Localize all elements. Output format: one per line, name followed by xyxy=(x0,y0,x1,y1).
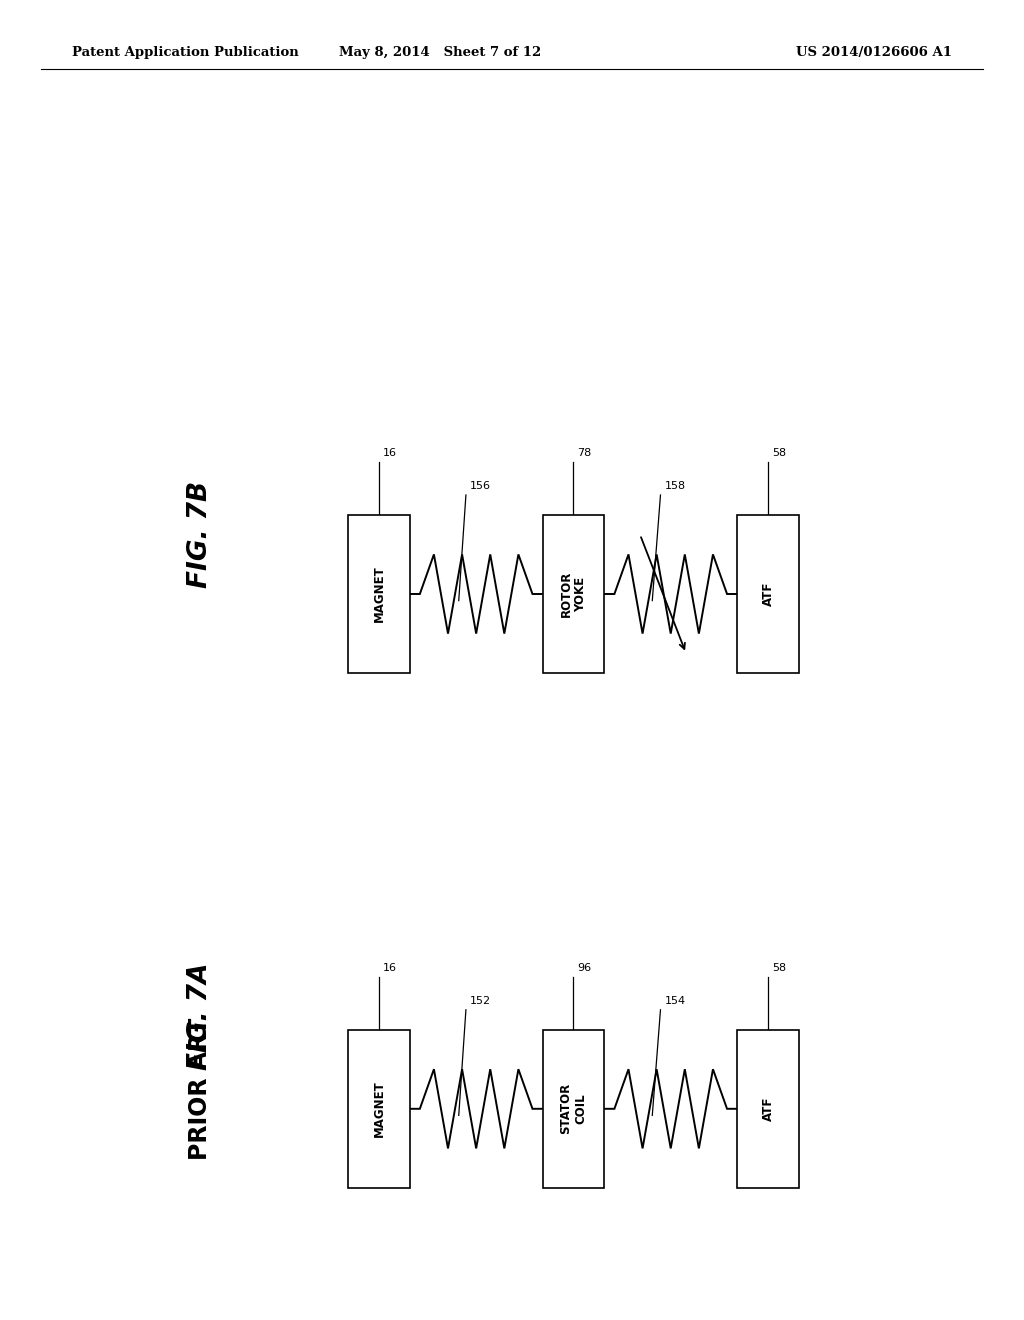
Bar xyxy=(348,1030,410,1188)
Text: ATF: ATF xyxy=(762,1097,774,1121)
Text: 58: 58 xyxy=(772,447,786,458)
Text: 158: 158 xyxy=(665,480,686,491)
Text: MAGNET: MAGNET xyxy=(373,1081,385,1137)
Text: 16: 16 xyxy=(383,962,397,973)
Bar xyxy=(737,515,799,673)
Text: 154: 154 xyxy=(665,995,686,1006)
Text: Patent Application Publication: Patent Application Publication xyxy=(72,46,298,59)
Text: ATF: ATF xyxy=(762,582,774,606)
Text: MAGNET: MAGNET xyxy=(373,566,385,622)
Bar xyxy=(737,1030,799,1188)
Text: ROTOR
YOKE: ROTOR YOKE xyxy=(559,570,588,618)
Text: STATOR
COIL: STATOR COIL xyxy=(559,1084,588,1134)
Text: 58: 58 xyxy=(772,962,786,973)
Text: May 8, 2014   Sheet 7 of 12: May 8, 2014 Sheet 7 of 12 xyxy=(339,46,542,59)
Text: 96: 96 xyxy=(578,962,592,973)
Bar xyxy=(543,1030,604,1188)
Text: 156: 156 xyxy=(470,480,492,491)
Text: FIG. 7B: FIG. 7B xyxy=(186,480,213,589)
Bar xyxy=(543,515,604,673)
Text: 78: 78 xyxy=(578,447,592,458)
Text: US 2014/0126606 A1: US 2014/0126606 A1 xyxy=(797,46,952,59)
Text: 16: 16 xyxy=(383,447,397,458)
Bar xyxy=(348,515,410,673)
Text: FIG. 7A: FIG. 7A xyxy=(186,962,213,1071)
Text: 152: 152 xyxy=(470,995,492,1006)
Text: PRIOR ART: PRIOR ART xyxy=(187,1018,212,1160)
